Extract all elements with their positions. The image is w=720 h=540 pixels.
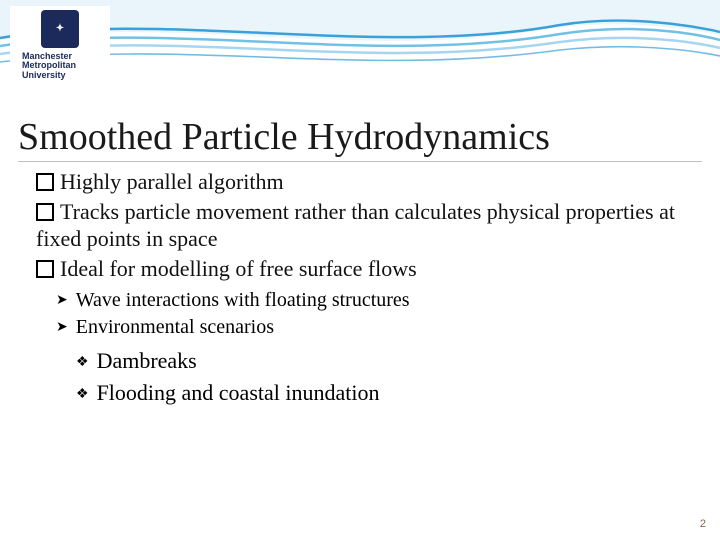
l2-text: Wave interactions with floating structur…	[76, 289, 410, 311]
l1-text: Ideal for modelling of free surface flow…	[60, 256, 417, 281]
bullet-list-level1: Highly parallel algorithm Tracks particl…	[18, 168, 702, 282]
l3-item: Flooding and coastal inundation	[76, 378, 702, 408]
bullet-list-level2: Wave interactions with floating structur…	[18, 288, 702, 340]
l1-item: Ideal for modelling of free surface flow…	[36, 255, 702, 283]
slide-title: Smoothed Particle Hydrodynamics	[18, 115, 702, 162]
logo-line3: University	[22, 71, 106, 80]
university-logo: ✦ Manchester Metropolitan University	[10, 6, 110, 84]
l1-text: Highly parallel algorithm	[60, 169, 284, 194]
l2-item: Environmental scenarios	[56, 315, 702, 340]
slide-content: Smoothed Particle Hydrodynamics Highly p…	[18, 115, 702, 409]
l3-item: Dambreaks	[76, 346, 702, 376]
logo-emblem-glyph: ✦	[56, 23, 64, 34]
l2-item: Wave interactions with floating structur…	[56, 288, 702, 313]
l3-text: Flooding and coastal inundation	[97, 380, 380, 405]
page-number: 2	[700, 518, 706, 530]
logo-emblem: ✦	[41, 10, 79, 48]
l1-item: Highly parallel algorithm	[36, 168, 702, 196]
l1-text: Tracks particle movement rather than cal…	[36, 199, 675, 252]
l1-item: Tracks particle movement rather than cal…	[36, 198, 702, 253]
bullet-list-level3: Dambreaks Flooding and coastal inundatio…	[18, 346, 702, 407]
logo-text: Manchester Metropolitan University	[14, 52, 106, 80]
l2-text: Environmental scenarios	[76, 316, 274, 338]
l3-text: Dambreaks	[97, 348, 197, 373]
